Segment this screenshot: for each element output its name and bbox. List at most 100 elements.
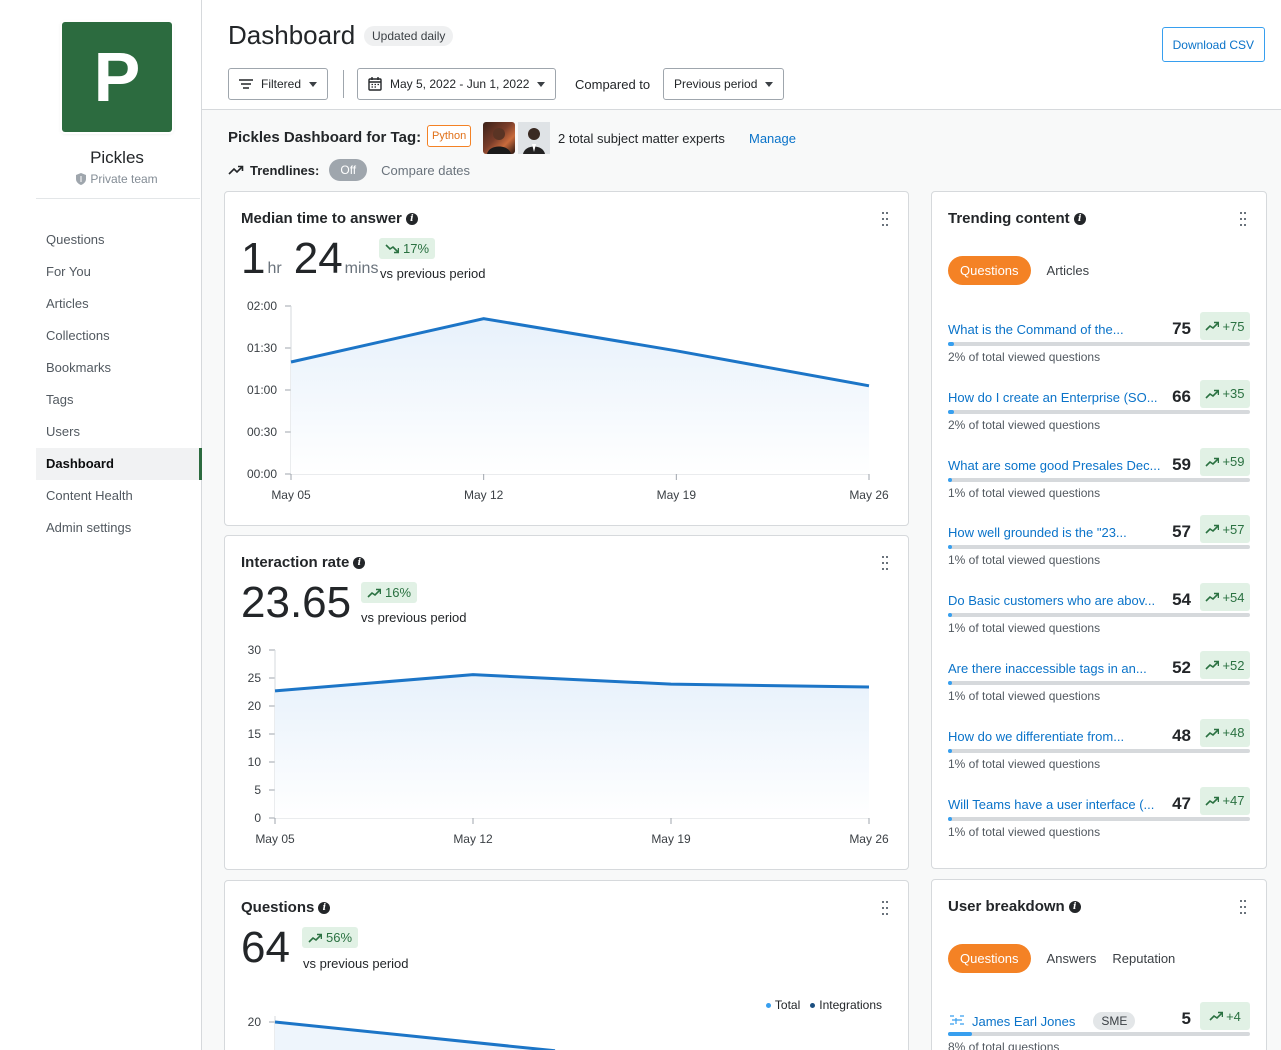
- trending-item-link[interactable]: How do I create an Enterprise (SO...: [948, 389, 1158, 405]
- kebab-menu-icon[interactable]: [1240, 900, 1246, 914]
- questions-chart: 20: [248, 1015, 556, 1050]
- trending-item-delta-value: +54: [1222, 589, 1245, 605]
- avatar[interactable]: [518, 122, 550, 154]
- series-area: [291, 318, 869, 474]
- chevron-down-icon: [765, 81, 774, 87]
- user-photo-icon: [487, 128, 511, 154]
- tag-python[interactable]: Python: [427, 125, 472, 147]
- header-divider: [343, 70, 344, 98]
- trending-item-delta: +54: [1200, 583, 1250, 612]
- info-icon[interactable]: i: [353, 556, 366, 569]
- nav-for-you[interactable]: For You: [46, 264, 91, 279]
- user-name-group: James Earl Jones SME: [948, 1012, 1166, 1030]
- nav-articles[interactable]: Articles: [46, 296, 89, 311]
- trending-up-icon: [1205, 728, 1220, 738]
- trending-item-bar-fill: [948, 409, 954, 414]
- avatar[interactable]: [483, 122, 515, 154]
- nav-dashboard[interactable]: Dashboard: [36, 448, 202, 480]
- y-tick-label: 15: [248, 727, 262, 741]
- minutes-unit: mins: [344, 260, 379, 277]
- trending-up-icon: [1205, 592, 1220, 602]
- user-breakdown-card: User breakdown i Questions Answers Reput…: [931, 879, 1267, 1050]
- nav-content-health[interactable]: Content Health: [46, 488, 133, 503]
- minutes-value: 24: [293, 234, 343, 283]
- trending-item-link[interactable]: How do we differentiate from...: [948, 728, 1125, 744]
- info-icon[interactable]: i: [318, 901, 331, 914]
- nav-tags[interactable]: Tags: [46, 392, 74, 407]
- manage-link[interactable]: Manage: [749, 131, 796, 146]
- trending-item-link[interactable]: Will Teams have a user interface (...: [948, 796, 1155, 812]
- series-line: [274, 1020, 556, 1050]
- info-icon[interactable]: i: [1073, 212, 1086, 225]
- median-time-chart: 00:00 00:30 01:00 01:30 02:00 May 05 May 12 May…: [247, 299, 889, 502]
- team-type: Private team: [0, 172, 234, 186]
- user-name-link[interactable]: James Earl Jones: [972, 1013, 1076, 1029]
- date-range-picker[interactable]: May 5, 2022 - Jun 1, 2022: [357, 68, 557, 100]
- team-logo[interactable]: P: [62, 22, 172, 132]
- trending-item-link[interactable]: How well grounded is the "23...: [948, 525, 1127, 541]
- trending-item-delta: +59: [1200, 447, 1250, 476]
- list-item: How well grounded is the "23... 57 +57 1% o…: [948, 515, 1251, 583]
- filter-button[interactable]: Filtered: [228, 68, 329, 100]
- trendlines-toggle[interactable]: Off: [329, 159, 368, 181]
- trending-item-link[interactable]: What are some good Presales Dec...: [948, 457, 1161, 473]
- hours-unit: hr: [267, 260, 282, 277]
- y-tick-label: 01:30: [247, 341, 277, 355]
- trending-item-count: 57: [1172, 522, 1191, 542]
- delta-badge: 56%: [302, 927, 359, 948]
- list-item: Do Basic customers who are abov... 54 +54 1…: [948, 583, 1251, 651]
- tab-reputation[interactable]: Reputation: [1112, 951, 1176, 966]
- trending-item-count: 66: [1172, 386, 1191, 406]
- kebab-menu-icon[interactable]: [1240, 212, 1246, 226]
- trending-item-link[interactable]: What is the Command of the...: [948, 322, 1124, 337]
- list-item: How do we differentiate from... 48 +48 1% o…: [948, 718, 1251, 787]
- card-title-text: Interaction rate: [241, 554, 350, 571]
- questions-value: 64: [241, 923, 290, 973]
- compare-dates-link[interactable]: Compare dates: [381, 162, 471, 178]
- trending-item-delta-value: +35: [1222, 386, 1245, 402]
- filter-icon: [239, 79, 253, 89]
- download-csv-button[interactable]: Download CSV: [1161, 27, 1265, 62]
- nav-collections[interactable]: Collections: [46, 328, 110, 343]
- nav-admin-settings[interactable]: Admin settings: [46, 520, 132, 535]
- user-delta-value: +4: [1226, 1008, 1241, 1024]
- trendlines-label: Trendlines:: [250, 162, 320, 178]
- card-title: Questions i: [241, 899, 331, 916]
- card-title-text: Median time to answer: [241, 210, 402, 227]
- kebab-menu-icon[interactable]: [882, 212, 888, 226]
- trending-item-delta: +47: [1200, 786, 1250, 815]
- trending-item-link[interactable]: Are there inaccessible tags in an...: [948, 661, 1147, 676]
- tab-articles[interactable]: Articles: [1046, 263, 1090, 278]
- comparison-select[interactable]: Previous period: [663, 68, 785, 100]
- trending-item-count: 54: [1172, 590, 1191, 610]
- list-item: Are there inaccessible tags in an... 52 +5…: [948, 651, 1251, 719]
- x-tick-label: May 26: [849, 832, 889, 846]
- kebab-menu-icon[interactable]: [882, 901, 888, 915]
- trending-up-icon: [1209, 1011, 1224, 1021]
- series-line: [274, 673, 870, 693]
- y-tick-label: 02:00: [247, 299, 277, 313]
- legend-integrations[interactable]: Integrations: [810, 998, 882, 1012]
- trending-item-share: 1% of total viewed questions: [948, 689, 1101, 703]
- x-tick-label: May 05: [255, 832, 295, 846]
- interaction-rate-value: 23.65: [241, 578, 351, 628]
- kebab-menu-icon[interactable]: [882, 556, 888, 570]
- info-icon[interactable]: i: [405, 212, 418, 225]
- nav-users[interactable]: Users: [46, 424, 80, 439]
- tab-answers[interactable]: Answers: [1046, 951, 1097, 966]
- compared-to-label: Compared to: [575, 77, 651, 92]
- info-icon[interactable]: i: [1068, 900, 1081, 913]
- interaction-rate-card: Interaction rate i 23.65 16% vs previous…: [224, 535, 909, 870]
- tab-questions[interactable]: Questions: [948, 256, 1031, 285]
- tab-questions[interactable]: Questions: [948, 944, 1031, 973]
- trending-item-share: 2% of total viewed questions: [948, 350, 1101, 364]
- nav-bookmarks[interactable]: Bookmarks: [46, 360, 112, 375]
- user-row: James Earl Jones SME 5 +4 8% of total qu…: [948, 1002, 1251, 1050]
- rate-value: 23.65: [241, 578, 352, 627]
- card-title: User breakdown i: [948, 898, 1081, 915]
- legend-total[interactable]: Total: [765, 998, 800, 1012]
- trending-item-delta: +35: [1200, 379, 1250, 408]
- trending-item-bar: [948, 681, 1250, 685]
- nav-questions[interactable]: Questions: [46, 232, 105, 247]
- trending-item-link[interactable]: Do Basic customers who are abov...: [948, 593, 1156, 609]
